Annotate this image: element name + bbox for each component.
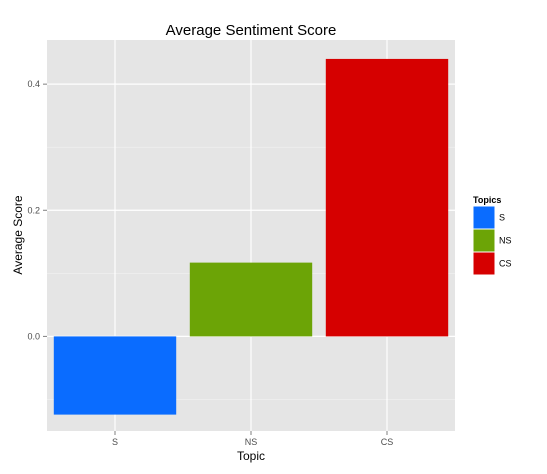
x-tick-label-2: CS	[381, 437, 394, 447]
bar-s	[54, 336, 176, 414]
y-tick-label-0: 0.0	[27, 331, 40, 341]
chart-title: Average Sentiment Score	[166, 22, 337, 39]
y-tick-label-1: 0.2	[27, 205, 40, 215]
x-tick-label-1: NS	[245, 437, 258, 447]
legend-swatch-ns	[474, 230, 495, 252]
legend-swatch-s	[474, 207, 495, 229]
legend: Topics S NS CS	[473, 195, 512, 275]
legend-label-s: S	[499, 213, 505, 223]
y-axis-title: Average Score	[11, 195, 25, 274]
y-axis-ticks: 0.0 0.2 0.4	[27, 79, 47, 341]
bar-ns	[190, 263, 312, 337]
legend-label-cs: CS	[499, 259, 512, 269]
x-axis-ticks: S NS CS	[112, 431, 393, 447]
bar-cs	[326, 59, 448, 336]
y-tick-label-2: 0.4	[27, 79, 40, 89]
legend-title: Topics	[473, 195, 501, 205]
legend-label-ns: NS	[499, 236, 512, 246]
x-axis-title: Topic	[237, 449, 265, 463]
x-tick-label-0: S	[112, 437, 118, 447]
legend-swatch-cs	[474, 253, 495, 275]
